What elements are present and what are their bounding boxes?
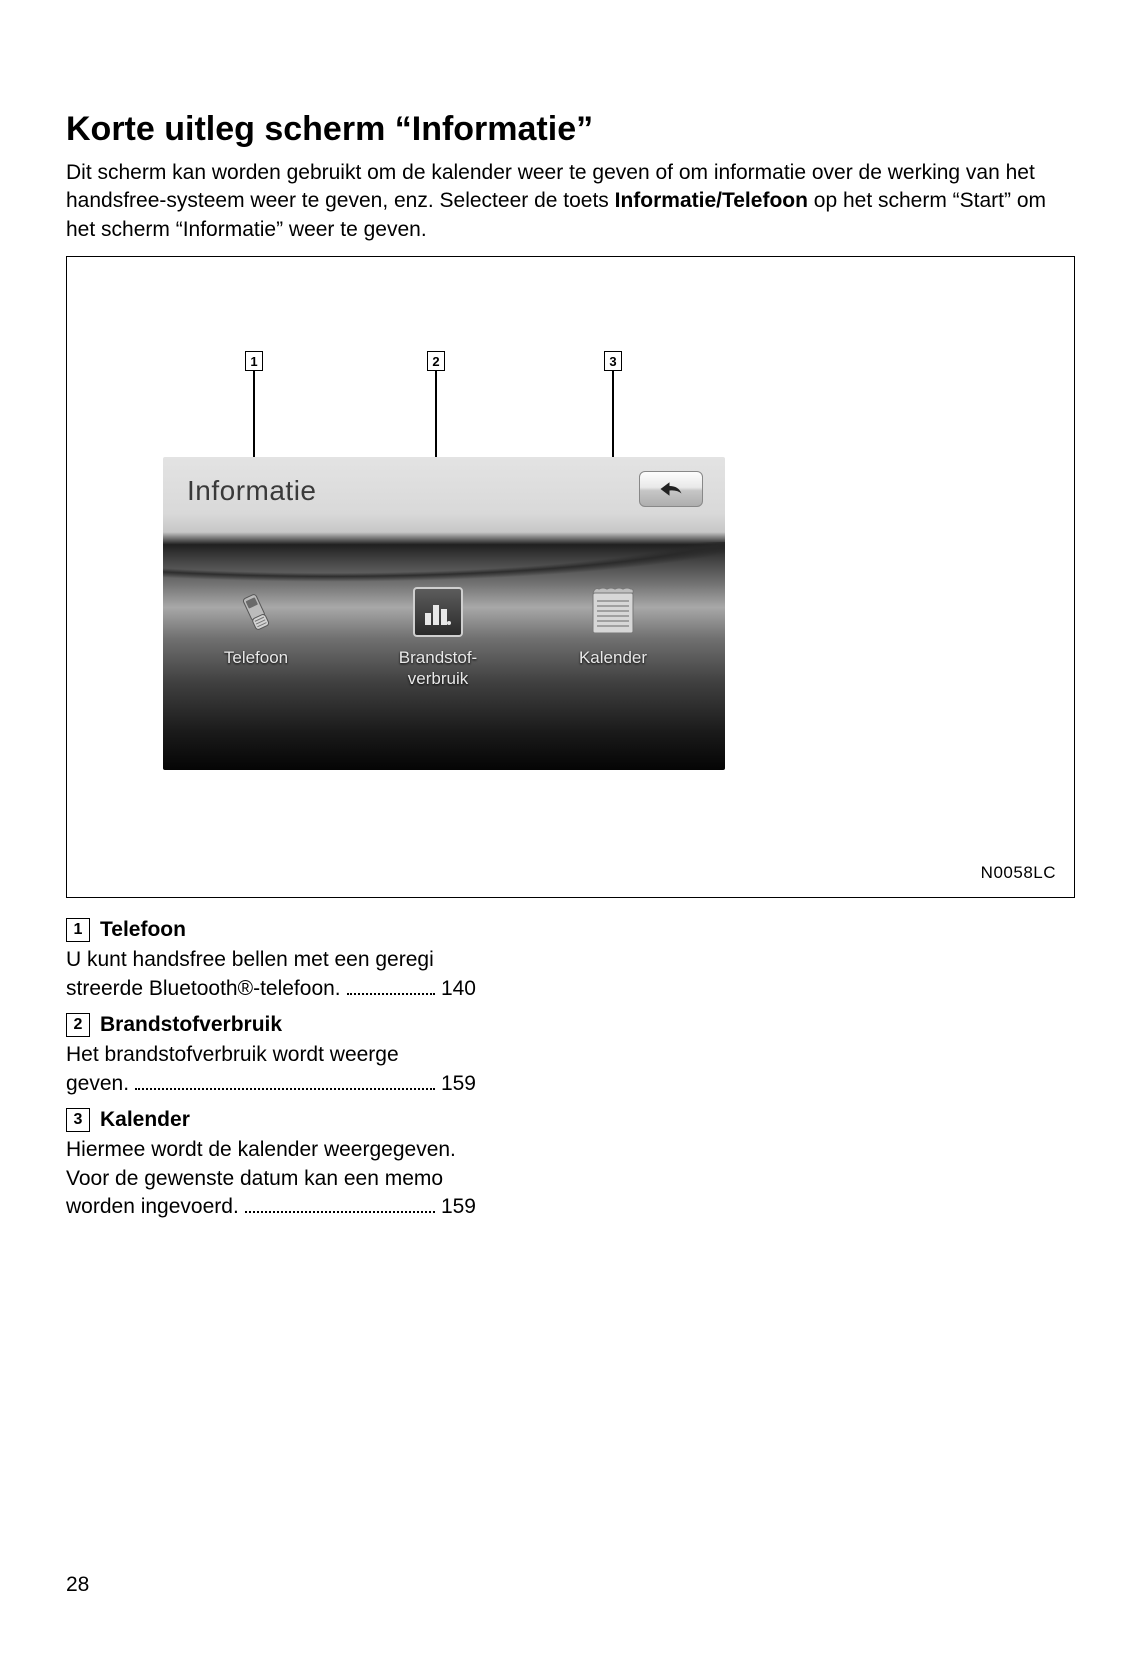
legend-3-body: Hiermee wordt de kalender weergegeven. V… [66, 1136, 476, 1221]
legend-3-num: 3 [66, 1108, 90, 1132]
legend-2-dots [135, 1071, 435, 1090]
phone-icon [231, 587, 281, 637]
menu-telefoon-label: Telefoon [211, 647, 301, 668]
menu-brandstof-label: Brandstof- verbruik [383, 647, 493, 690]
legend-1-dots [347, 976, 435, 995]
legend-1-text-b: streerde Bluetooth®-telefoon. [66, 975, 341, 1003]
back-icon [656, 479, 686, 499]
back-button[interactable] [639, 471, 703, 507]
legend-row-1-head: 1 Telefoon [66, 916, 476, 944]
calendar-icon [589, 583, 637, 637]
screen-title: Informatie [187, 475, 317, 507]
page-number: 28 [66, 1573, 89, 1597]
menu-telefoon[interactable]: Telefoon [211, 587, 301, 668]
legend-2-page: 159 [441, 1070, 476, 1098]
brandstof-line2: verbruik [408, 669, 468, 688]
fuel-icon [413, 587, 463, 637]
callout-1-box: 1 [245, 351, 263, 371]
legend-2-num: 2 [66, 1013, 90, 1037]
legend-3-page: 159 [441, 1193, 476, 1221]
callout-2-box: 2 [427, 351, 445, 371]
figure-code: N0058LC [981, 863, 1056, 883]
legend-row-2-head: 2 Brandstofverbruik [66, 1011, 476, 1039]
intro-paragraph: Dit scherm kan worden gebruikt om de kal… [66, 159, 1075, 244]
legend-1-page: 140 [441, 975, 476, 1003]
legend-1-title: Telefoon [100, 916, 186, 944]
legend-2-text-a: Het brandstofverbruik wordt weerge­ [66, 1041, 476, 1069]
brandstof-line1: Brandstof- [399, 648, 477, 667]
legend-1-num: 1 [66, 918, 90, 942]
info-screen: Informatie [163, 457, 725, 770]
legend-3-dots [245, 1194, 435, 1213]
menu-kalender[interactable]: Kalender [568, 583, 658, 668]
legend-2-title: Brandstofverbruik [100, 1011, 282, 1039]
legend-3-title: Kalender [100, 1106, 190, 1134]
legend-3-text-b: worden ingevoerd. [66, 1193, 239, 1221]
legend: 1 Telefoon U kunt handsfree bellen met e… [66, 916, 476, 1221]
legend-2-text-b: geven. [66, 1070, 129, 1098]
page-title: Korte uitleg scherm “Informatie” [66, 110, 1075, 149]
figure-frame: 1 2 3 Informatie [66, 256, 1075, 898]
legend-2-body: Het brandstofverbruik wordt weerge­ geve… [66, 1041, 476, 1098]
callout-3-box: 3 [604, 351, 622, 371]
legend-row-3-head: 3 Kalender [66, 1106, 476, 1134]
intro-bold: Informatie/Tele­foon [615, 189, 808, 212]
legend-3-text-a2: Voor de gewenste datum kan een memo [66, 1165, 476, 1193]
legend-1-body: U kunt handsfree bellen met een geregi­ … [66, 946, 476, 1003]
menu-kalender-label: Kalender [568, 647, 658, 668]
menu-brandstof[interactable]: Brandstof- verbruik [383, 587, 493, 690]
legend-1-text-a: U kunt handsfree bellen met een geregi­ [66, 946, 476, 974]
legend-3-text-a: Hiermee wordt de kalender weergegeven. [66, 1136, 476, 1164]
